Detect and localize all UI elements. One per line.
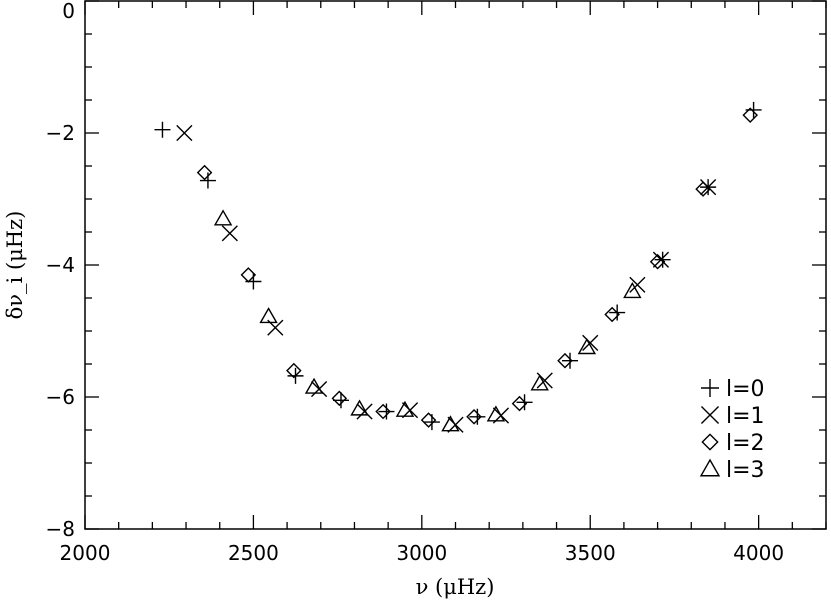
x-tick-label: 2500 bbox=[228, 541, 279, 565]
data-point-diamond bbox=[742, 107, 759, 123]
data-point-plus bbox=[562, 352, 579, 369]
data-point-diamond bbox=[375, 403, 391, 420]
data-point-diamond bbox=[557, 352, 573, 369]
data-point-cross bbox=[356, 403, 373, 420]
data-point-cross bbox=[221, 225, 238, 242]
y-tick-label: −6 bbox=[46, 385, 75, 409]
data-point-diamond bbox=[420, 412, 437, 428]
data-point-triangle bbox=[350, 399, 369, 416]
legend-label: l=0 bbox=[726, 377, 765, 402]
data-point-diamond bbox=[240, 267, 257, 283]
data-point-plus bbox=[154, 121, 171, 138]
y-tick-label: −8 bbox=[46, 517, 75, 541]
data-point-diamond bbox=[196, 164, 213, 181]
data-point-triangle bbox=[530, 374, 549, 391]
axis-tick-labels: 2000 2500 3000 3500 4000 0 −2 −4 −6 −8 bbox=[46, 0, 785, 565]
legend-marker-triangle bbox=[699, 458, 721, 477]
legend-marker-diamond bbox=[701, 433, 719, 451]
y-tick-label: 0 bbox=[62, 0, 75, 23]
data-point-triangle bbox=[259, 307, 278, 324]
x-tick-label: 3500 bbox=[565, 541, 616, 565]
data-point-plus bbox=[378, 403, 395, 420]
x-tick-label: 2000 bbox=[60, 541, 111, 565]
data-point-plus bbox=[199, 172, 216, 189]
x-axis-label: ν (μHz) bbox=[416, 575, 495, 599]
axis-ticks bbox=[84, 0, 827, 530]
data-point-triangle bbox=[213, 209, 233, 226]
y-tick-label: −2 bbox=[46, 121, 75, 145]
data-point-diamond bbox=[466, 409, 482, 425]
data-point-plus bbox=[469, 408, 486, 425]
data-point-diamond bbox=[286, 362, 302, 379]
data-point-triangle bbox=[441, 415, 460, 432]
data-point-triangle bbox=[486, 405, 506, 422]
y-axis-label: δν_i (μHz) bbox=[3, 211, 27, 320]
data-point-diamond bbox=[649, 253, 666, 270]
x-tick-label: 4000 bbox=[733, 541, 784, 565]
data-point-triangle bbox=[623, 281, 642, 299]
data-point-diamond bbox=[331, 390, 348, 407]
legend-label: l=2 bbox=[726, 431, 765, 456]
x-tick-label: 3000 bbox=[396, 541, 447, 565]
data-point-cross bbox=[582, 334, 599, 351]
data-point-diamond bbox=[695, 181, 711, 197]
plot-frame bbox=[84, 0, 827, 530]
data-point-diamond bbox=[511, 395, 528, 412]
data-point-cross bbox=[652, 251, 670, 268]
data-point-plus bbox=[332, 392, 349, 409]
legend-marker-plus bbox=[701, 379, 719, 397]
y-tick-label: −4 bbox=[46, 253, 75, 277]
legend: l=0l=1l=2l=3 bbox=[699, 377, 765, 483]
data-point-triangle bbox=[304, 377, 324, 394]
data-point-cross bbox=[629, 276, 646, 293]
data-point-triangle bbox=[577, 338, 597, 355]
legend-label: l=1 bbox=[726, 404, 765, 429]
data-point-cross bbox=[176, 124, 193, 142]
legend-marker-cross bbox=[700, 405, 720, 425]
data-points bbox=[154, 101, 762, 433]
legend-label: l=3 bbox=[726, 458, 765, 483]
data-point-triangle bbox=[395, 400, 415, 417]
data-point-diamond bbox=[604, 306, 620, 323]
